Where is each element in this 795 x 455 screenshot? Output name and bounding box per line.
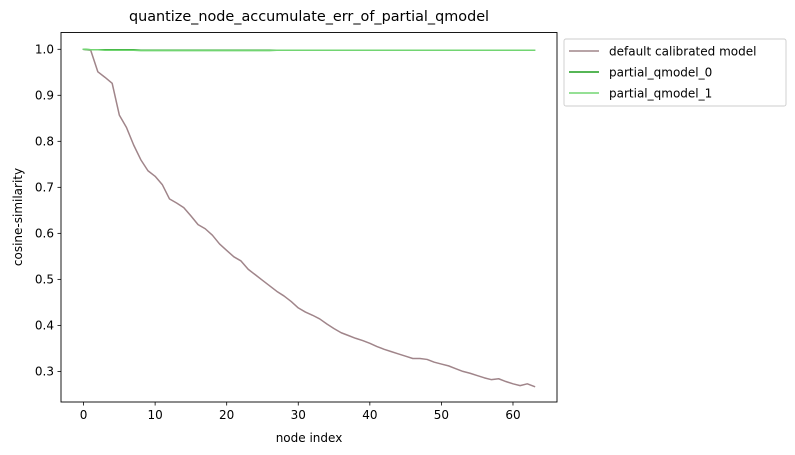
y-axis-label: cosine-similarity <box>11 168 25 266</box>
y-axis: 0.3 0.4 0.5 0.6 0.7 0.8 0.9 1.0 <box>35 43 61 379</box>
legend-label-0: default calibrated model <box>609 44 756 58</box>
legend-frame <box>563 38 787 107</box>
y-tick-label: 1.0 <box>35 43 54 57</box>
series-layer <box>82 48 536 388</box>
x-tick-label: 0 <box>80 408 88 422</box>
x-tick-label: 50 <box>434 408 449 422</box>
x-axis: 0 10 20 30 40 50 60 <box>80 402 521 422</box>
axes-background <box>61 32 557 402</box>
y-tick-label: 0.7 <box>35 181 54 195</box>
plot-area <box>60 32 558 403</box>
y-tick-label: 0.3 <box>35 365 54 379</box>
y-tick-label: 0.4 <box>35 319 54 333</box>
series-line-0 <box>82 48 536 388</box>
chart-title: quantize_node_accumulate_err_of_partial_… <box>129 9 489 25</box>
x-tick-label: 10 <box>147 408 162 422</box>
series-line-2 <box>82 48 536 52</box>
y-tick-label: 0.8 <box>35 135 54 149</box>
y-tick-label: 0.9 <box>35 89 54 103</box>
x-tick-label: 20 <box>219 408 234 422</box>
x-tick-label: 40 <box>362 408 377 422</box>
legend: default calibrated model partial_qmodel_0… <box>563 38 787 107</box>
axes-frame <box>60 32 558 403</box>
legend-label-2: partial_qmodel_1 <box>609 86 712 100</box>
x-tick-label: 60 <box>505 408 520 422</box>
y-tick-label: 0.6 <box>35 227 54 241</box>
y-tick-label: 0.5 <box>35 273 54 287</box>
legend-label-1: partial_qmodel_0 <box>609 65 712 79</box>
x-axis-label: node index <box>276 431 343 445</box>
x-tick-label: 30 <box>291 408 306 422</box>
